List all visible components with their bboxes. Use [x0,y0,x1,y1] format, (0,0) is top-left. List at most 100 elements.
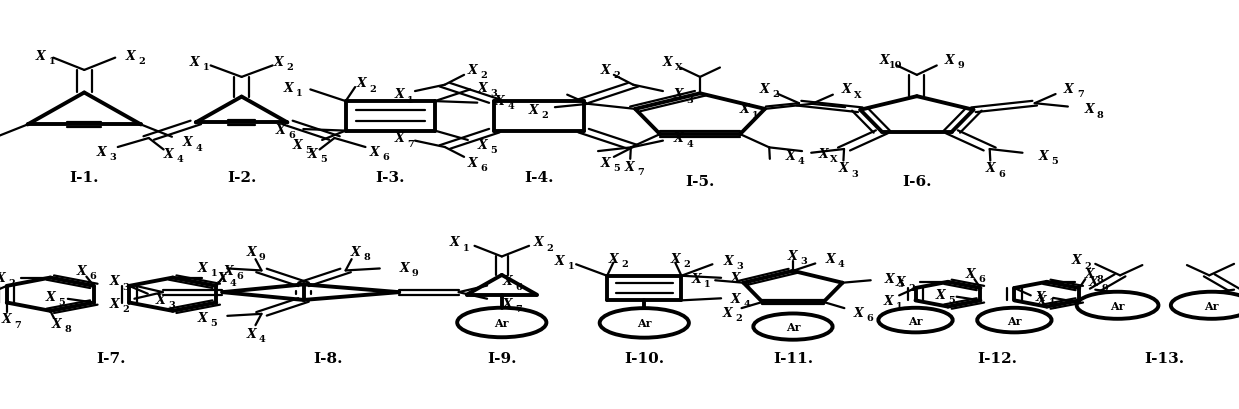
Text: 6: 6 [979,274,985,283]
Text: Ar: Ar [908,315,923,326]
Text: X: X [46,290,56,303]
Text: I-2.: I-2. [227,171,256,185]
Text: 9: 9 [1101,283,1109,292]
Text: 1: 1 [896,301,903,310]
Text: X: X [1084,103,1094,116]
Text: X: X [503,297,512,310]
Text: X: X [394,88,404,101]
Text: X: X [198,311,208,324]
Text: 5: 5 [897,280,904,289]
Text: 4: 4 [838,260,845,269]
Text: 5: 5 [613,164,620,173]
Text: X: X [357,77,367,90]
Text: X: X [885,272,895,285]
Text: 9: 9 [411,268,419,277]
Text: 3: 3 [491,89,497,98]
Text: X: X [284,82,292,94]
Text: 2: 2 [121,305,129,314]
Text: X: X [841,83,851,96]
Text: X: X [674,132,684,145]
Text: X: X [224,264,233,277]
Text: 1: 1 [48,57,56,66]
Text: 2: 2 [1084,261,1092,270]
Text: 9: 9 [259,252,265,261]
Text: X: X [838,162,847,175]
Text: 2: 2 [621,259,628,268]
Text: X: X [1084,267,1094,280]
Text: X: X [399,261,409,274]
Text: X: X [1038,149,1048,162]
Text: I-4.: I-4. [524,171,554,185]
Text: X: X [351,245,361,258]
Text: I-6.: I-6. [902,175,932,189]
Text: 6: 6 [481,164,487,173]
Text: X: X [731,292,741,305]
Text: X: X [478,138,488,151]
Text: 3: 3 [851,169,857,178]
Text: 7: 7 [408,139,414,148]
Text: 4: 4 [798,157,804,166]
Text: X: X [740,103,750,116]
Text: X: X [468,156,478,169]
Text: 1: 1 [296,89,302,98]
Text: 4: 4 [507,102,514,111]
Text: Ar: Ar [494,317,509,328]
Text: X: X [190,56,199,69]
Text: 2: 2 [541,111,548,120]
Text: X: X [608,252,618,265]
Text: 6: 6 [999,169,1005,178]
Text: Ar: Ar [1007,315,1022,326]
Text: 8: 8 [364,252,370,261]
Text: 10: 10 [888,61,902,70]
Text: Ar: Ar [637,318,652,328]
Text: 5: 5 [1052,157,1058,166]
Text: I-10.: I-10. [624,351,664,365]
Text: X: X [369,145,379,158]
Text: X: X [52,317,62,330]
Text: X: X [786,149,795,162]
Text: 3: 3 [736,261,743,270]
Text: 5: 5 [211,318,218,327]
Text: I-8.: I-8. [313,351,343,365]
Text: 4: 4 [686,139,693,148]
Text: 2: 2 [138,57,145,66]
Text: X: X [217,272,227,284]
Text: 4: 4 [259,334,265,343]
Text: X: X [675,63,683,72]
Text: 6: 6 [382,153,389,162]
Text: X: X [691,272,701,285]
Text: 2: 2 [546,243,554,252]
Text: 2: 2 [908,283,916,292]
Text: X: X [830,155,838,164]
Text: I-12.: I-12. [978,351,1017,365]
Text: X: X [731,272,741,285]
Text: 1: 1 [211,268,217,277]
Text: X: X [109,275,119,288]
Text: X: X [986,162,996,175]
Text: 2: 2 [369,85,375,94]
Text: 5: 5 [320,155,327,164]
Text: X: X [760,83,769,95]
Text: 6: 6 [89,272,95,281]
Text: X: X [965,267,975,280]
Text: 8: 8 [1097,274,1104,283]
Text: X: X [1037,294,1047,307]
Text: 4: 4 [196,143,202,152]
Text: 8: 8 [64,324,71,333]
Text: X: X [468,64,478,77]
Text: X: X [2,312,11,326]
Text: 5: 5 [305,146,312,155]
Text: 6: 6 [515,282,522,291]
Text: X: X [722,306,732,319]
Text: X: X [600,156,610,169]
Text: 1: 1 [202,63,209,72]
Text: 5: 5 [491,146,497,155]
Text: 5: 5 [58,297,64,306]
Text: 3: 3 [121,282,129,291]
Text: X: X [1089,276,1099,289]
Text: 6: 6 [289,130,296,139]
Text: 3: 3 [686,96,693,105]
Text: X: X [274,56,284,69]
Text: X: X [1064,83,1074,95]
Text: 2: 2 [481,71,487,80]
